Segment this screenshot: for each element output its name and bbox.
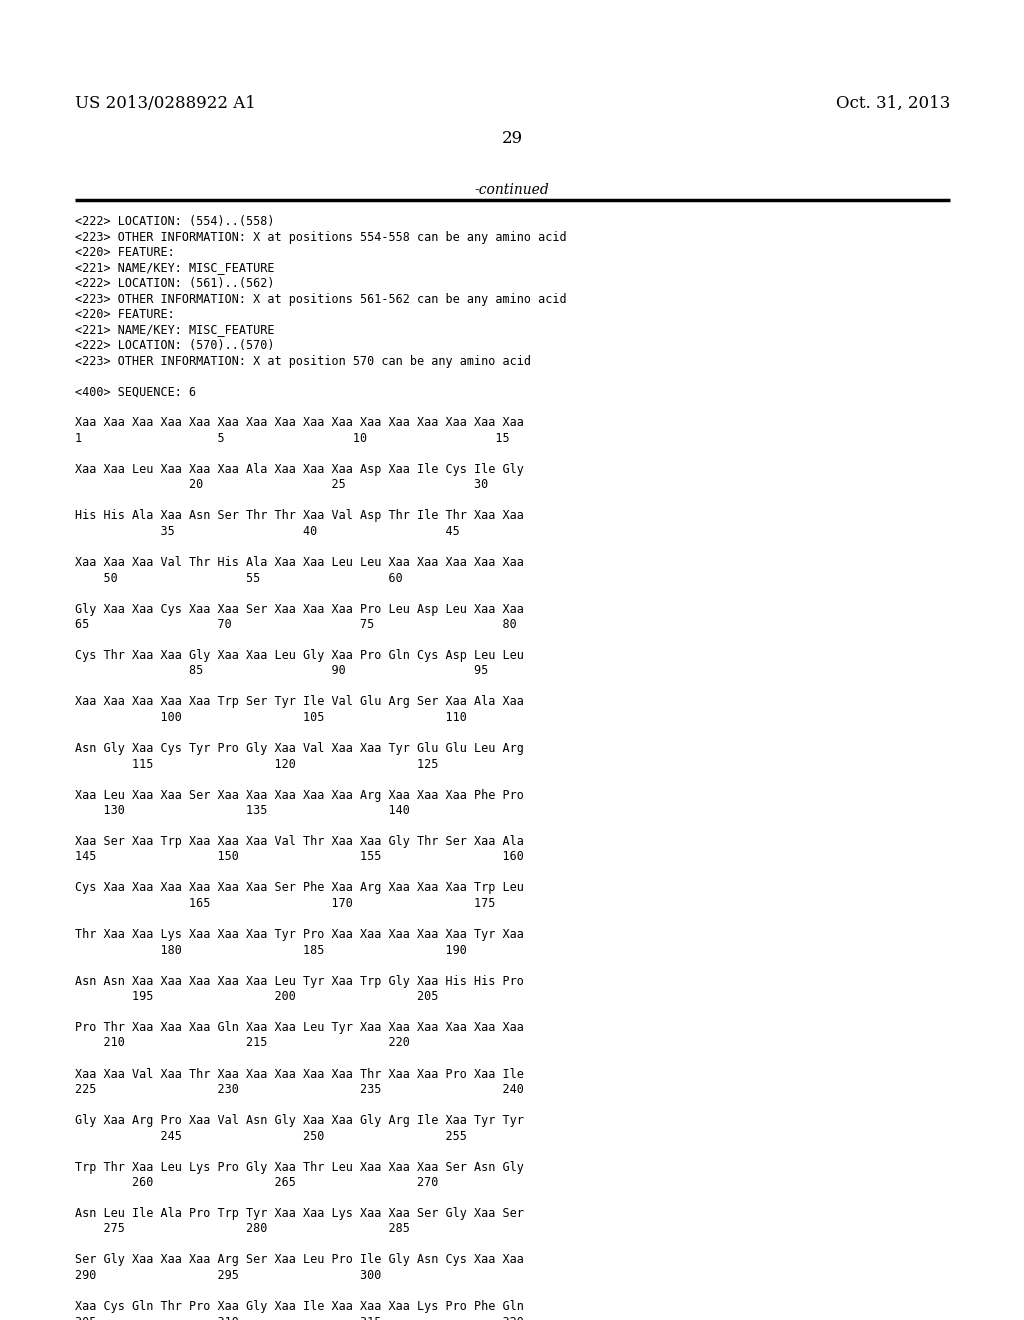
Text: 195                 200                 205: 195 200 205 — [75, 990, 438, 1003]
Text: Ser Gly Xaa Xaa Xaa Arg Ser Xaa Leu Pro Ile Gly Asn Cys Xaa Xaa: Ser Gly Xaa Xaa Xaa Arg Ser Xaa Leu Pro … — [75, 1254, 524, 1266]
Text: Trp Thr Xaa Leu Lys Pro Gly Xaa Thr Leu Xaa Xaa Xaa Ser Asn Gly: Trp Thr Xaa Leu Lys Pro Gly Xaa Thr Leu … — [75, 1160, 524, 1173]
Text: -continued: -continued — [475, 183, 549, 197]
Text: His His Ala Xaa Asn Ser Thr Thr Xaa Val Asp Thr Ile Thr Xaa Xaa: His His Ala Xaa Asn Ser Thr Thr Xaa Val … — [75, 510, 524, 523]
Text: <400> SEQUENCE: 6: <400> SEQUENCE: 6 — [75, 385, 197, 399]
Text: 180                 185                 190: 180 185 190 — [75, 944, 467, 957]
Text: 29: 29 — [502, 129, 522, 147]
Text: Xaa Xaa Xaa Val Thr His Ala Xaa Xaa Leu Leu Xaa Xaa Xaa Xaa Xaa: Xaa Xaa Xaa Val Thr His Ala Xaa Xaa Leu … — [75, 556, 524, 569]
Text: 65                  70                  75                  80: 65 70 75 80 — [75, 618, 517, 631]
Text: US 2013/0288922 A1: US 2013/0288922 A1 — [75, 95, 256, 112]
Text: Asn Asn Xaa Xaa Xaa Xaa Xaa Leu Tyr Xaa Trp Gly Xaa His His Pro: Asn Asn Xaa Xaa Xaa Xaa Xaa Leu Tyr Xaa … — [75, 974, 524, 987]
Text: Asn Gly Xaa Cys Tyr Pro Gly Xaa Val Xaa Xaa Tyr Glu Glu Leu Arg: Asn Gly Xaa Cys Tyr Pro Gly Xaa Val Xaa … — [75, 742, 524, 755]
Text: Xaa Ser Xaa Trp Xaa Xaa Xaa Val Thr Xaa Xaa Gly Thr Ser Xaa Ala: Xaa Ser Xaa Trp Xaa Xaa Xaa Val Thr Xaa … — [75, 836, 524, 847]
Text: 260                 265                 270: 260 265 270 — [75, 1176, 438, 1189]
Text: 305                 310                 315                 320: 305 310 315 320 — [75, 1316, 524, 1320]
Text: <222> LOCATION: (570)..(570): <222> LOCATION: (570)..(570) — [75, 339, 274, 352]
Text: 210                 215                 220: 210 215 220 — [75, 1036, 410, 1049]
Text: Xaa Xaa Val Xaa Thr Xaa Xaa Xaa Xaa Xaa Thr Xaa Xaa Pro Xaa Ile: Xaa Xaa Val Xaa Thr Xaa Xaa Xaa Xaa Xaa … — [75, 1068, 524, 1081]
Text: 50                  55                  60: 50 55 60 — [75, 572, 402, 585]
Text: 290                 295                 300: 290 295 300 — [75, 1269, 381, 1282]
Text: 130                 135                 140: 130 135 140 — [75, 804, 410, 817]
Text: Gly Xaa Arg Pro Xaa Val Asn Gly Xaa Xaa Gly Arg Ile Xaa Tyr Tyr: Gly Xaa Arg Pro Xaa Val Asn Gly Xaa Xaa … — [75, 1114, 524, 1127]
Text: <220> FEATURE:: <220> FEATURE: — [75, 246, 175, 259]
Text: Xaa Cys Gln Thr Pro Xaa Gly Xaa Ile Xaa Xaa Xaa Lys Pro Phe Gln: Xaa Cys Gln Thr Pro Xaa Gly Xaa Ile Xaa … — [75, 1300, 524, 1313]
Text: <223> OTHER INFORMATION: X at positions 561-562 can be any amino acid: <223> OTHER INFORMATION: X at positions … — [75, 293, 566, 305]
Text: <221> NAME/KEY: MISC_FEATURE: <221> NAME/KEY: MISC_FEATURE — [75, 323, 274, 337]
Text: Xaa Xaa Xaa Xaa Xaa Trp Ser Tyr Ile Val Glu Arg Ser Xaa Ala Xaa: Xaa Xaa Xaa Xaa Xaa Trp Ser Tyr Ile Val … — [75, 696, 524, 709]
Text: Xaa Xaa Xaa Xaa Xaa Xaa Xaa Xaa Xaa Xaa Xaa Xaa Xaa Xaa Xaa Xaa: Xaa Xaa Xaa Xaa Xaa Xaa Xaa Xaa Xaa Xaa … — [75, 417, 524, 429]
Text: <222> LOCATION: (554)..(558): <222> LOCATION: (554)..(558) — [75, 215, 274, 228]
Text: 115                 120                 125: 115 120 125 — [75, 758, 438, 771]
Text: 20                  25                  30: 20 25 30 — [75, 479, 488, 491]
Text: 165                 170                 175: 165 170 175 — [75, 898, 496, 909]
Text: Gly Xaa Xaa Cys Xaa Xaa Ser Xaa Xaa Xaa Pro Leu Asp Leu Xaa Xaa: Gly Xaa Xaa Cys Xaa Xaa Ser Xaa Xaa Xaa … — [75, 602, 524, 615]
Text: <221> NAME/KEY: MISC_FEATURE: <221> NAME/KEY: MISC_FEATURE — [75, 261, 274, 275]
Text: Thr Xaa Xaa Lys Xaa Xaa Xaa Tyr Pro Xaa Xaa Xaa Xaa Xaa Tyr Xaa: Thr Xaa Xaa Lys Xaa Xaa Xaa Tyr Pro Xaa … — [75, 928, 524, 941]
Text: <220> FEATURE:: <220> FEATURE: — [75, 308, 175, 321]
Text: Oct. 31, 2013: Oct. 31, 2013 — [836, 95, 950, 112]
Text: Asn Leu Ile Ala Pro Trp Tyr Xaa Xaa Lys Xaa Xaa Ser Gly Xaa Ser: Asn Leu Ile Ala Pro Trp Tyr Xaa Xaa Lys … — [75, 1206, 524, 1220]
Text: <222> LOCATION: (561)..(562): <222> LOCATION: (561)..(562) — [75, 277, 274, 290]
Text: 245                 250                 255: 245 250 255 — [75, 1130, 467, 1143]
Text: 85                  90                  95: 85 90 95 — [75, 664, 488, 677]
Text: Xaa Leu Xaa Xaa Ser Xaa Xaa Xaa Xaa Xaa Arg Xaa Xaa Xaa Phe Pro: Xaa Leu Xaa Xaa Ser Xaa Xaa Xaa Xaa Xaa … — [75, 788, 524, 801]
Text: <223> OTHER INFORMATION: X at position 570 can be any amino acid: <223> OTHER INFORMATION: X at position 5… — [75, 355, 531, 367]
Text: 100                 105                 110: 100 105 110 — [75, 711, 467, 723]
Text: 1                   5                  10                  15: 1 5 10 15 — [75, 432, 510, 445]
Text: 275                 280                 285: 275 280 285 — [75, 1222, 410, 1236]
Text: Pro Thr Xaa Xaa Xaa Gln Xaa Xaa Leu Tyr Xaa Xaa Xaa Xaa Xaa Xaa: Pro Thr Xaa Xaa Xaa Gln Xaa Xaa Leu Tyr … — [75, 1020, 524, 1034]
Text: 145                 150                 155                 160: 145 150 155 160 — [75, 850, 524, 863]
Text: 35                  40                  45: 35 40 45 — [75, 525, 460, 539]
Text: Xaa Xaa Leu Xaa Xaa Xaa Ala Xaa Xaa Xaa Asp Xaa Ile Cys Ile Gly: Xaa Xaa Leu Xaa Xaa Xaa Ala Xaa Xaa Xaa … — [75, 463, 524, 477]
Text: 225                 230                 235                 240: 225 230 235 240 — [75, 1082, 524, 1096]
Text: Cys Xaa Xaa Xaa Xaa Xaa Xaa Ser Phe Xaa Arg Xaa Xaa Xaa Trp Leu: Cys Xaa Xaa Xaa Xaa Xaa Xaa Ser Phe Xaa … — [75, 882, 524, 895]
Text: <223> OTHER INFORMATION: X at positions 554-558 can be any amino acid: <223> OTHER INFORMATION: X at positions … — [75, 231, 566, 243]
Text: Cys Thr Xaa Xaa Gly Xaa Xaa Leu Gly Xaa Pro Gln Cys Asp Leu Leu: Cys Thr Xaa Xaa Gly Xaa Xaa Leu Gly Xaa … — [75, 649, 524, 663]
